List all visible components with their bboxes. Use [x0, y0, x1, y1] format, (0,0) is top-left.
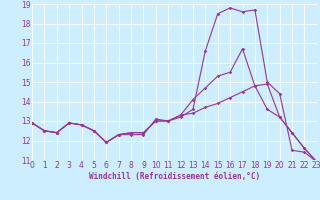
X-axis label: Windchill (Refroidissement éolien,°C): Windchill (Refroidissement éolien,°C)	[89, 172, 260, 181]
